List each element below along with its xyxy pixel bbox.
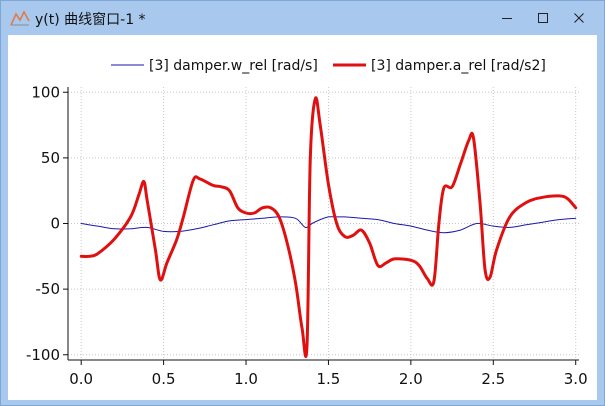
legend-label-w-rel: [3] damper.w_rel [rad/s]: [149, 58, 318, 74]
series-line-w-rel: [80, 216, 577, 234]
minimize-icon: [502, 18, 512, 19]
x-tick-label: 1.0: [234, 370, 258, 388]
legend: [3] damper.w_rel [rad/s] [3] damper.a_re…: [111, 58, 546, 74]
tick-labels: 0.0 0.5 1.0 1.5 2.0 2.5 3.0 100 50 0 -50 -100: [26, 83, 588, 388]
legend-label-a-rel: [3] damper.a_rel [rad/s2]: [371, 58, 546, 74]
y-tick-label: 0: [50, 215, 60, 233]
x-tick-label: 2.0: [399, 370, 423, 388]
close-icon: [574, 13, 584, 23]
x-tick-label: 0.5: [152, 370, 176, 388]
axes: [63, 87, 579, 365]
chart-line-icon: [10, 10, 30, 26]
maximize-icon: [538, 13, 548, 23]
series-line-a-rel: [79, 96, 578, 358]
x-tick-label: 3.0: [564, 370, 588, 388]
y-tick-label: 100: [31, 83, 60, 101]
x-tick-label: 0.0: [69, 370, 93, 388]
y-tick-label: 50: [41, 149, 60, 167]
maximize-button[interactable]: [525, 1, 561, 35]
x-tick-label: 1.5: [317, 370, 341, 388]
minimize-button[interactable]: [489, 1, 525, 35]
plot-client-area: [3] damper.w_rel [rad/s] [3] damper.a_re…: [8, 35, 597, 400]
line-chart[interactable]: [3] damper.w_rel [rad/s] [3] damper.a_re…: [8, 35, 597, 400]
title-bar[interactable]: y(t) 曲线窗口-1 *: [1, 1, 604, 35]
grid: [68, 87, 579, 360]
window-title: y(t) 曲线窗口-1 *: [35, 12, 146, 28]
x-tick-label: 2.5: [481, 370, 505, 388]
close-button[interactable]: [561, 1, 597, 35]
y-tick-label: -50: [36, 280, 61, 298]
y-tick-label: -100: [26, 346, 60, 364]
series-group: [79, 96, 578, 358]
